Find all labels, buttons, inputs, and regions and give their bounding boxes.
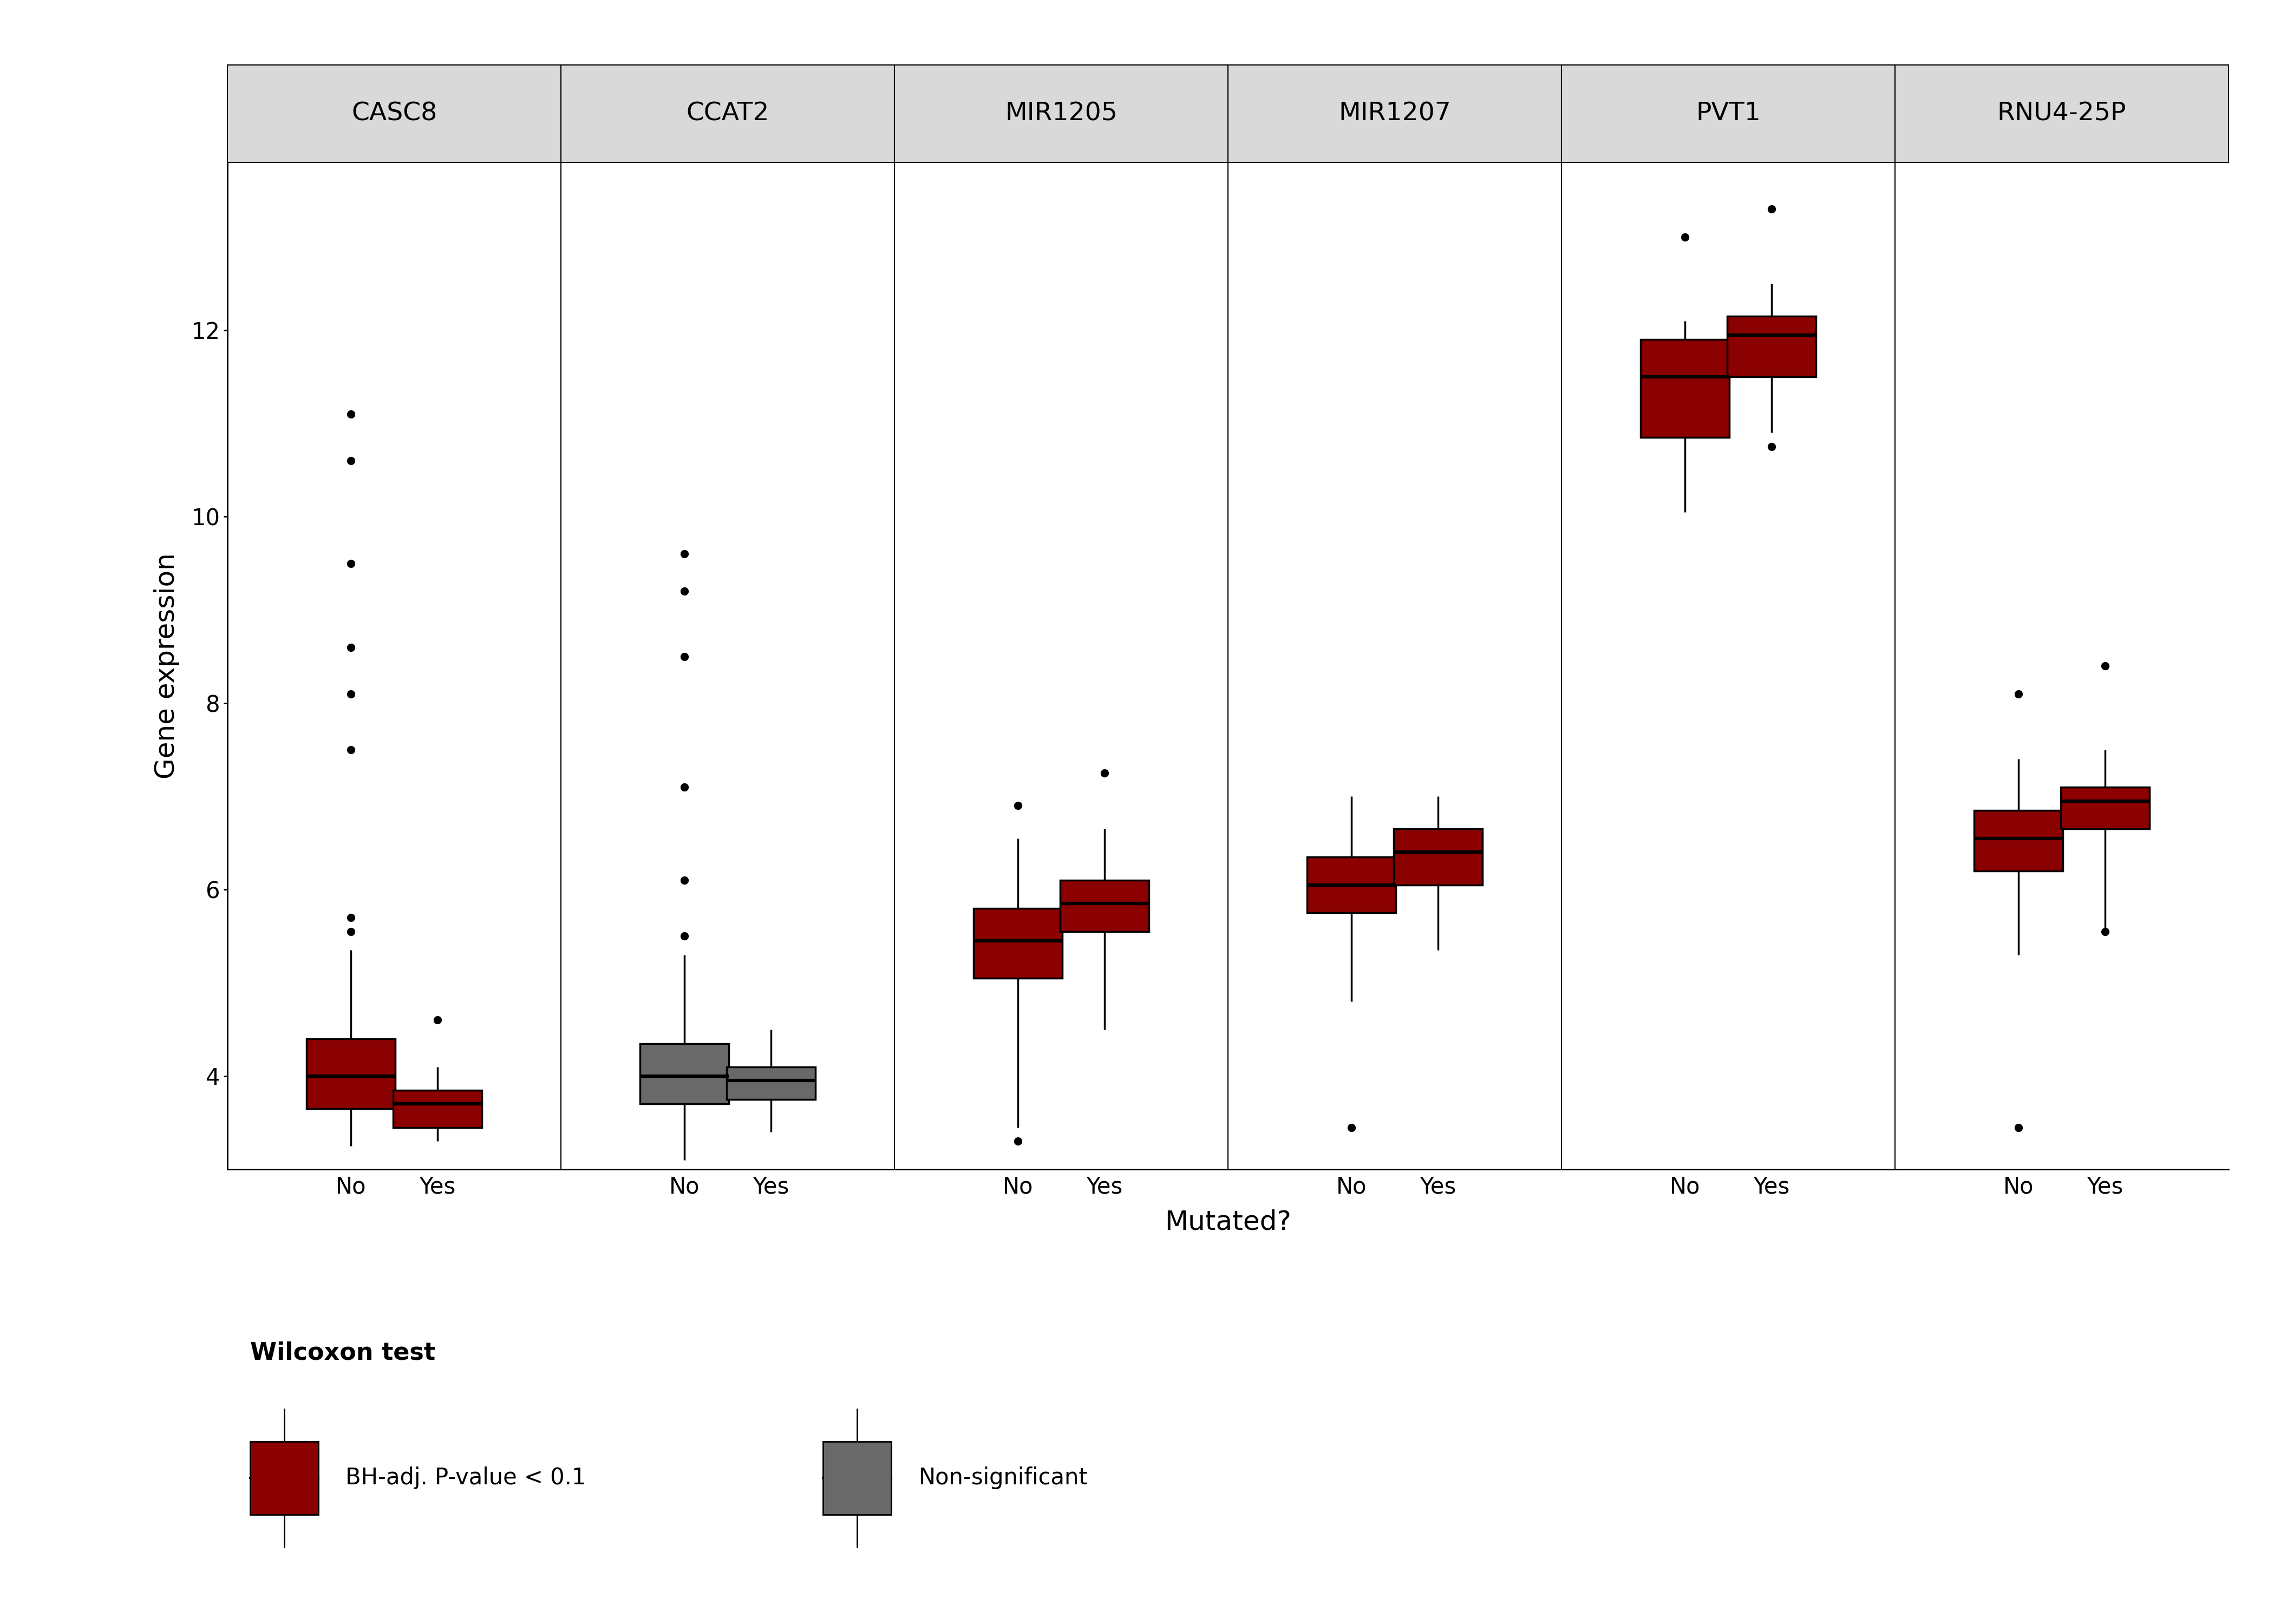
Text: Non-significant: Non-significant bbox=[919, 1466, 1087, 1489]
Text: CCAT2: CCAT2 bbox=[687, 101, 769, 127]
X-axis label: Mutated?: Mutated? bbox=[1164, 1210, 1292, 1236]
Y-axis label: Gene expression: Gene expression bbox=[155, 552, 180, 780]
Text: CASC8: CASC8 bbox=[350, 101, 437, 127]
Text: Wilcoxon test: Wilcoxon test bbox=[250, 1341, 434, 1364]
Bar bbox=[1394, 828, 1483, 885]
Bar bbox=[1728, 317, 1817, 377]
Bar bbox=[1060, 880, 1148, 932]
Bar bbox=[1308, 857, 1396, 913]
Text: BH-adj. P-value < 0.1: BH-adj. P-value < 0.1 bbox=[346, 1466, 587, 1489]
Bar bbox=[307, 1039, 396, 1109]
Text: PVT1: PVT1 bbox=[1696, 101, 1760, 127]
Bar bbox=[973, 908, 1062, 978]
Bar bbox=[1974, 810, 2063, 870]
Text: MIR1207: MIR1207 bbox=[1339, 101, 1451, 127]
Text: MIR1205: MIR1205 bbox=[1005, 101, 1117, 127]
Bar bbox=[1640, 339, 1728, 437]
Text: RNU4-25P: RNU4-25P bbox=[1997, 101, 2126, 127]
Bar bbox=[393, 1090, 482, 1127]
Bar bbox=[639, 1044, 728, 1104]
Bar bbox=[2060, 788, 2149, 828]
Bar bbox=[728, 1067, 816, 1099]
